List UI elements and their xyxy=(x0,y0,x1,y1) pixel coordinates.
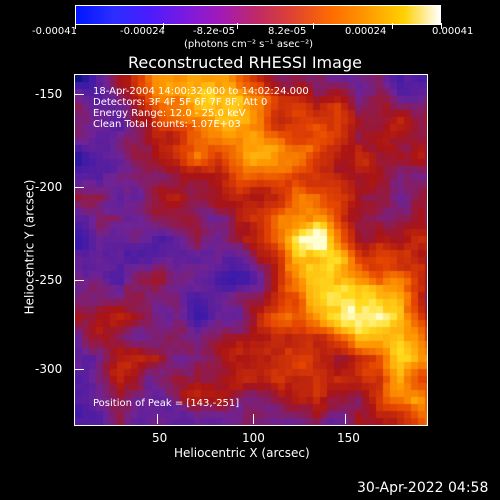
peak-position: Position of Peak = [143,-251] xyxy=(93,398,240,409)
colorbar xyxy=(75,5,441,25)
x-tick-label-2: 100 xyxy=(242,431,265,445)
y-tick-label-1: -150 xyxy=(35,87,63,101)
x-tick-1 xyxy=(157,414,158,424)
colorbar-unit: (photons cm⁻² s⁻¹ asec⁻²) xyxy=(184,39,314,50)
colorbar-tick xyxy=(163,23,164,29)
image-title: Reconstructed RHESSI Image xyxy=(128,53,362,72)
colorbar-tick xyxy=(392,23,393,29)
colorbar-label-1: -0.00041 xyxy=(32,26,77,37)
colorbar-labels: -0.00041 -0.00024 -8.2e-05 8.2e-05 0.000… xyxy=(0,26,500,40)
colorbar-tick xyxy=(75,23,76,29)
colorbar-ticks xyxy=(75,23,442,29)
rhessi-image xyxy=(75,75,427,425)
y-axis-label: Heliocentric Y (arcsec) xyxy=(22,179,37,315)
x-tick-2 xyxy=(253,414,254,424)
y-tick-label-3: -250 xyxy=(35,273,63,287)
x-tick-3 xyxy=(345,414,346,424)
colorbar-tick xyxy=(313,23,314,29)
x-tick-label-1: 50 xyxy=(152,431,168,445)
colorbar-label-4: 8.2e-05 xyxy=(268,26,307,37)
y-tick-label-2: -200 xyxy=(35,180,63,194)
overlay-line-counts: Clean Total counts: 1.07E+03 xyxy=(93,119,241,130)
colorbar-label-3: -8.2e-05 xyxy=(193,26,235,37)
image-frame xyxy=(74,74,428,426)
y-tick-3 xyxy=(74,280,84,281)
y-tick-2 xyxy=(74,187,84,188)
y-tick-1 xyxy=(74,94,84,95)
timestamp: 30-Apr-2022 04:58 xyxy=(357,480,489,496)
overlay-line-time: 18-Apr-2004 14:00:32.000 to 14:02:24.000 xyxy=(93,86,309,97)
x-tick-label-3: 150 xyxy=(337,431,360,445)
colorbar-tick xyxy=(441,23,442,29)
overlay-line-detectors: Detectors: 3F 4F 5F 6F 7F 8F, Att 0 xyxy=(93,97,268,108)
y-tick-label-4: -300 xyxy=(35,362,63,376)
colorbar-label-5: 0.00024 xyxy=(345,26,387,37)
overlay-line-energy: Energy Range: 12.0 - 25.0 keV xyxy=(93,108,246,119)
colorbar-label-2: -0.00024 xyxy=(120,26,165,37)
overlay-text: 18-Apr-2004 14:00:32.000 to 14:02:24.000… xyxy=(93,86,309,130)
x-axis-label: Heliocentric X (arcsec) xyxy=(174,446,310,460)
y-tick-4 xyxy=(74,369,84,370)
colorbar-tick xyxy=(237,23,238,29)
colorbar-label-6: 0.00041 xyxy=(432,26,474,37)
